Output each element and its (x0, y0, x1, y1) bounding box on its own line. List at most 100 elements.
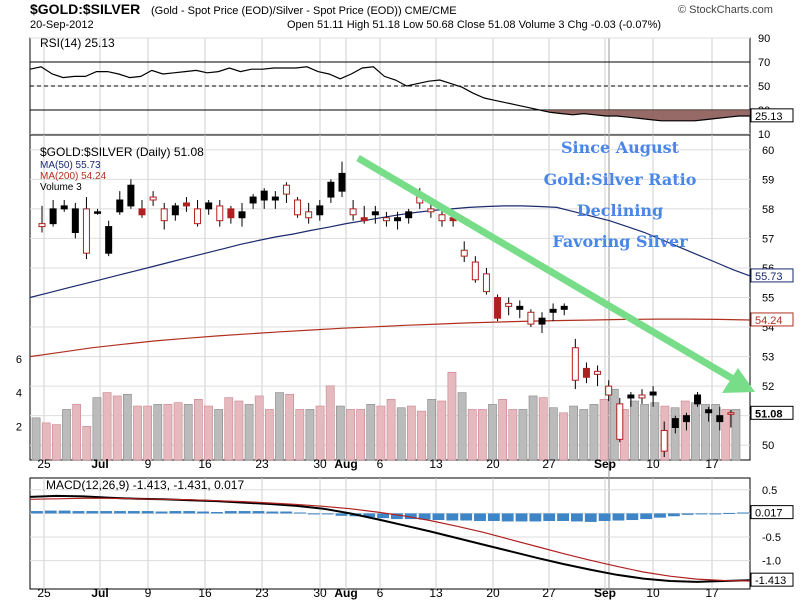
candle-body (549, 308, 557, 313)
price-y-tick-label: 52 (762, 381, 774, 393)
volume-bar (670, 407, 680, 461)
price-value-box (750, 312, 794, 327)
candle-body (582, 367, 590, 378)
rsi-y-tick-label: 70 (758, 57, 770, 69)
rsi-legend: RSI(14) 25.13 (40, 36, 115, 50)
x-tick-label: 20 (486, 457, 500, 471)
macd-line (29, 494, 751, 583)
volume-bar (62, 409, 71, 461)
macd-histogram-bar (377, 513, 389, 519)
volume-bar (41, 422, 51, 461)
macd-histogram-bar (487, 513, 500, 521)
candle-body (382, 217, 390, 222)
candle-body (471, 261, 479, 281)
price-y-tick-label: 55 (762, 293, 774, 305)
price-y-tick-label: 53 (762, 352, 774, 364)
volume-bar (356, 409, 366, 461)
volume-bar (518, 409, 528, 461)
macd-histogram-bar (737, 512, 749, 514)
macd-histogram-bar (529, 513, 542, 522)
macd-histogram-bar (155, 511, 168, 514)
candle-body (571, 347, 579, 381)
volume-bar (234, 400, 244, 461)
rsi-y-tick-label: 50 (758, 81, 770, 93)
macd-histogram-bar (238, 511, 251, 514)
macd-last-value-label: -1.413 (755, 575, 786, 587)
candle-body (638, 394, 646, 399)
volume-bar (31, 417, 41, 461)
volume-bar (680, 400, 690, 461)
candle-body (405, 211, 413, 219)
x-tick-label: 9 (145, 586, 152, 600)
x-tick-label: 17 (705, 457, 719, 471)
x-tick-label: 30 (313, 586, 327, 600)
volume-bar (386, 399, 396, 461)
macd-histogram-bar (252, 511, 265, 514)
macd-histogram-bar (335, 513, 348, 516)
macd-histogram-bar (432, 513, 445, 521)
macd-histogram-bar (543, 513, 556, 521)
x-tick-label: 27 (542, 457, 556, 471)
volume-bar (467, 409, 477, 461)
volume-bar (376, 405, 386, 461)
macd-y-tick-label: -1.0 (762, 556, 781, 568)
candle-body (371, 211, 379, 216)
x-tick-label: 16 (198, 457, 212, 471)
candle-body (427, 208, 435, 213)
volume-bar (244, 404, 254, 461)
macd-histogram-bar (72, 511, 85, 514)
macd-histogram-bar (266, 511, 279, 514)
volume-bar (569, 405, 579, 461)
macd-histogram-bar (169, 511, 182, 514)
macd-histogram-bar (626, 513, 639, 521)
macd-histogram-bar (307, 513, 320, 515)
x-tick-label: 25 (37, 586, 51, 600)
volume-bar (275, 392, 284, 461)
candle-body (460, 249, 468, 257)
candle-body (249, 196, 257, 204)
candle-body (349, 208, 357, 216)
candle-body (171, 205, 179, 216)
macd-histogram-bar (280, 511, 293, 514)
macd-histogram-bar (294, 512, 306, 514)
volume-bar (92, 397, 102, 461)
volume-bar (488, 404, 497, 461)
price-y-tick-label: 58 (762, 204, 774, 216)
macd-histogram-bar (86, 511, 99, 514)
candle-body (71, 208, 79, 233)
volume-bar (721, 409, 731, 461)
macd-histogram-bar (211, 512, 223, 514)
symbol-description: (Gold - Spot Price (EOD)/Silver - Spot P… (151, 5, 457, 17)
candle-body (327, 181, 335, 198)
macd-last-value-label: 0.017 (755, 508, 783, 520)
candle-body (716, 415, 724, 423)
candle-body (38, 223, 46, 228)
volume-bar (427, 399, 437, 461)
rsi-y-tick-label: 10 (758, 129, 770, 141)
volume-bar (122, 393, 132, 461)
candle-body (94, 211, 102, 214)
x-tick-label: Sep (594, 586, 616, 600)
candle-body (660, 429, 668, 452)
x-tick-label: 27 (542, 586, 556, 600)
trend-arrow-shaft (356, 154, 742, 387)
symbol-title: $GOLD:$SILVER (30, 1, 141, 17)
candle-body (60, 205, 68, 210)
price-last-value-label: 55.73 (755, 271, 783, 283)
candle-body (605, 385, 613, 396)
macd-histogram-bar (391, 513, 403, 520)
macd-panel-frame (29, 477, 751, 590)
volume-bar (285, 393, 295, 461)
rsi-y-tick-label: 90 (758, 33, 770, 45)
volume-bar (214, 409, 224, 461)
candle-body (727, 412, 735, 415)
candle-body (49, 208, 57, 225)
macd-histogram-bar (695, 513, 708, 515)
candle-body (316, 205, 324, 216)
candle-body (705, 409, 713, 414)
volume-bar (183, 404, 193, 461)
volume-bar (224, 397, 234, 461)
trend-arrow-head (722, 368, 755, 393)
candle-body (338, 172, 346, 192)
